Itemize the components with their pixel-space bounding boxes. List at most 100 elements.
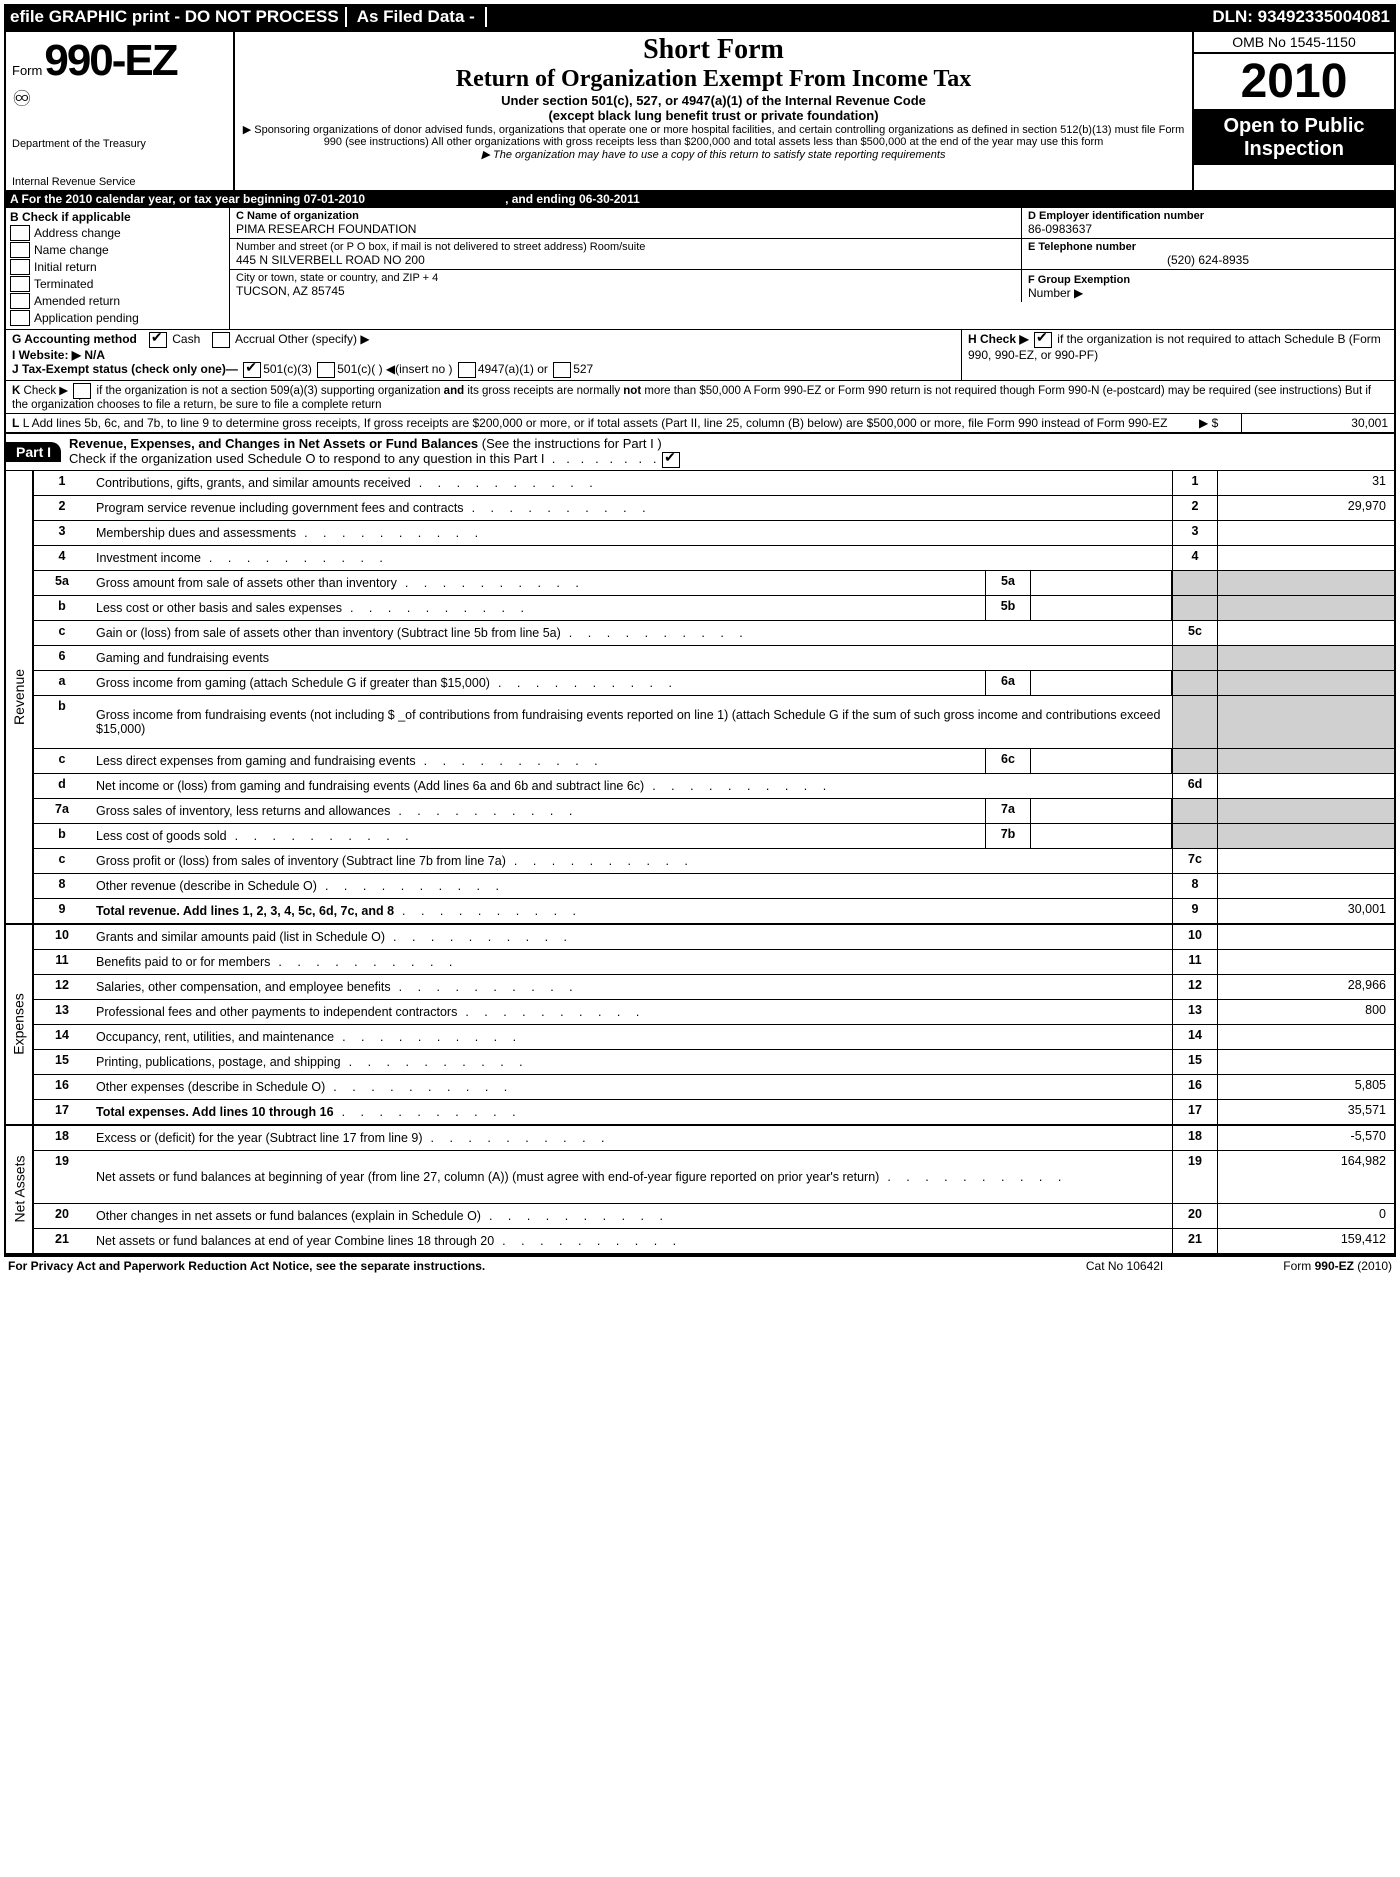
line-num: b xyxy=(34,696,90,748)
sub-amt xyxy=(1031,824,1172,848)
line-a: aGross income from gaming (attach Schedu… xyxy=(34,670,1394,695)
irs-label: Internal Revenue Service xyxy=(12,176,227,188)
line-desc: Investment income. . . . . . . . . . xyxy=(90,546,1172,570)
r-amt xyxy=(1217,925,1394,949)
k-checkbox[interactable] xyxy=(73,383,91,399)
sub-amt xyxy=(1031,799,1172,823)
line-num: 20 xyxy=(34,1204,90,1228)
col-b: B Check if applicable Address change Nam… xyxy=(6,208,230,329)
r-num: 11 xyxy=(1172,950,1217,974)
r-num: 15 xyxy=(1172,1050,1217,1074)
line-num: 9 xyxy=(34,899,90,923)
r-num: 12 xyxy=(1172,975,1217,999)
street-label: Number and street (or P O box, if mail i… xyxy=(236,241,1015,253)
phone-cell: E Telephone number (520) 624-8935 xyxy=(1021,239,1394,269)
r-amt: 31 xyxy=(1217,471,1394,495)
line-desc: Other revenue (describe in Schedule O). … xyxy=(90,874,1172,898)
line-num: 15 xyxy=(34,1050,90,1074)
header-mid: Short Form Return of Organization Exempt… xyxy=(235,32,1192,190)
line-19: 19Net assets or fund balances at beginni… xyxy=(34,1150,1394,1203)
501c3-checkbox[interactable] xyxy=(243,362,261,378)
line-h: H Check ▶ if the organization is not req… xyxy=(968,332,1388,362)
subtitle-2: (except black lung benefit trust or priv… xyxy=(241,108,1186,123)
527-checkbox[interactable] xyxy=(553,362,571,378)
line-desc: Occupancy, rent, utilities, and maintena… xyxy=(90,1025,1172,1049)
check-terminated[interactable]: Terminated xyxy=(10,276,225,292)
col-cde: C Name of organization PIMA RESEARCH FOU… xyxy=(230,208,1394,329)
line-num: d xyxy=(34,774,90,798)
line-18: 18Excess or (deficit) for the year (Subt… xyxy=(34,1126,1394,1150)
check-address-change[interactable]: Address change xyxy=(10,225,225,241)
street-value: 445 N SILVERBELL ROAD NO 200 xyxy=(236,253,1015,267)
r-num: 20 xyxy=(1172,1204,1217,1228)
line-14: 14Occupancy, rent, utilities, and mainte… xyxy=(34,1024,1394,1049)
r-amt xyxy=(1217,950,1394,974)
line-desc: Gross sales of inventory, less returns a… xyxy=(90,799,985,823)
line-g: G Accounting method Cash Accrual Other (… xyxy=(12,332,955,348)
r-num-grey xyxy=(1172,646,1217,670)
r-amt-grey xyxy=(1217,571,1394,595)
org-name: PIMA RESEARCH FOUNDATION xyxy=(236,222,1015,236)
line-num: 4 xyxy=(34,546,90,570)
header-left: Form 990-EZ ♾ Department of the Treasury… xyxy=(6,32,235,190)
r-num-grey xyxy=(1172,671,1217,695)
part1-header: Part I Revenue, Expenses, and Changes in… xyxy=(6,432,1394,470)
part1-title: Revenue, Expenses, and Changes in Net As… xyxy=(61,434,690,470)
line-num: b xyxy=(34,596,90,620)
j4-label: 527 xyxy=(573,362,593,376)
r-num: 16 xyxy=(1172,1075,1217,1099)
part1-checkbox[interactable] xyxy=(662,452,680,468)
r-num: 3 xyxy=(1172,521,1217,545)
line-desc: Less direct expenses from gaming and fun… xyxy=(90,749,985,773)
r-num-grey xyxy=(1172,824,1217,848)
sub-num: 5b xyxy=(985,596,1031,620)
part1-title-bold: Revenue, Expenses, and Changes in Net As… xyxy=(69,436,478,451)
r-amt-grey xyxy=(1217,824,1394,848)
revenue-label: Revenue xyxy=(11,669,27,725)
phone-label: E Telephone number xyxy=(1028,241,1388,253)
4947-checkbox[interactable] xyxy=(458,362,476,378)
check-app-pending[interactable]: Application pending xyxy=(10,310,225,326)
line-num: c xyxy=(34,749,90,773)
line-7a: 7aGross sales of inventory, less returns… xyxy=(34,798,1394,823)
sub-num: 7a xyxy=(985,799,1031,823)
r-num-grey xyxy=(1172,696,1217,748)
501c-checkbox[interactable] xyxy=(317,362,335,378)
check-label: Address change xyxy=(34,226,121,240)
line-desc: Total revenue. Add lines 1, 2, 3, 4, 5c,… xyxy=(90,899,1172,923)
line-d: dNet income or (loss) from gaming and fu… xyxy=(34,773,1394,798)
h-checkbox[interactable] xyxy=(1034,332,1052,348)
header: Form 990-EZ ♾ Department of the Treasury… xyxy=(6,32,1394,190)
accrual-checkbox[interactable] xyxy=(212,332,230,348)
j-label: J Tax-Exempt status (check only one)— xyxy=(12,362,238,376)
check-label: Amended return xyxy=(34,294,120,308)
cash-checkbox[interactable] xyxy=(149,332,167,348)
netassets-block: Net Assets 18Excess or (deficit) for the… xyxy=(6,1124,1394,1253)
line-16: 16Other expenses (describe in Schedule O… xyxy=(34,1074,1394,1099)
r-amt: 30,001 xyxy=(1217,899,1394,923)
j1-label: 501(c)(3) xyxy=(263,362,312,376)
footer: For Privacy Act and Paperwork Reduction … xyxy=(4,1255,1396,1275)
r-amt: 5,805 xyxy=(1217,1075,1394,1099)
check-name-change[interactable]: Name change xyxy=(10,242,225,258)
r-amt: 159,412 xyxy=(1217,1229,1394,1253)
subtitle-1: Under section 501(c), 527, or 4947(a)(1)… xyxy=(241,93,1186,108)
check-initial-return[interactable]: Initial return xyxy=(10,259,225,275)
cash-label: Cash xyxy=(172,332,200,346)
line-b: bLess cost of goods sold. . . . . . . . … xyxy=(34,823,1394,848)
line-desc: Printing, publications, postage, and shi… xyxy=(90,1050,1172,1074)
r-amt xyxy=(1217,546,1394,570)
line-num: 2 xyxy=(34,496,90,520)
line-b: bLess cost or other basis and sales expe… xyxy=(34,595,1394,620)
sub-amt xyxy=(1031,571,1172,595)
line-15: 15Printing, publications, postage, and s… xyxy=(34,1049,1394,1074)
line-desc: Gross amount from sale of assets other t… xyxy=(90,571,985,595)
sub-num: 6a xyxy=(985,671,1031,695)
check-amended[interactable]: Amended return xyxy=(10,293,225,309)
line-num: 1 xyxy=(34,471,90,495)
sub-num: 5a xyxy=(985,571,1031,595)
open-public: Open to Public Inspection xyxy=(1194,111,1394,165)
line-1: 1Contributions, gifts, grants, and simil… xyxy=(34,471,1394,495)
r-amt: 29,970 xyxy=(1217,496,1394,520)
h-text: if the organization is not required to a… xyxy=(968,332,1381,362)
